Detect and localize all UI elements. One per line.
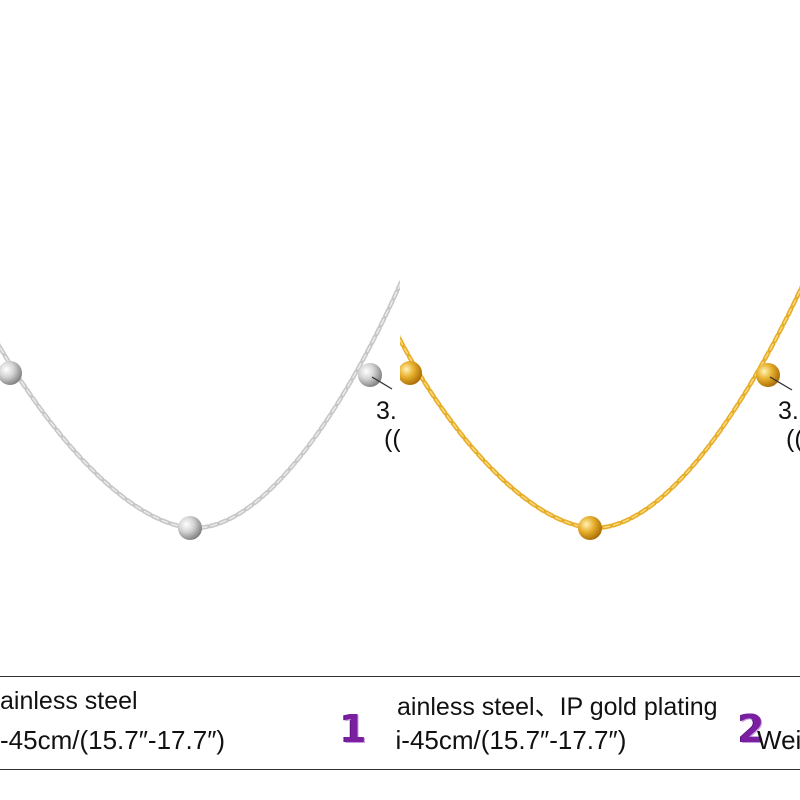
bead-dimension-sub: ((	[786, 426, 800, 452]
material-text: ainless steel	[0, 687, 138, 715]
length-text-overflow: Wei	[757, 725, 800, 755]
gold-bead-right	[756, 363, 780, 387]
option-number-badge: 1	[340, 707, 367, 751]
bead-dimension-sub: ((	[384, 426, 400, 452]
bead-dimension-label: 3.	[778, 398, 799, 424]
gold-bead-center	[578, 516, 602, 540]
material-text: ainless steel、IP gold plating	[397, 693, 718, 721]
spec-cell-2: ainless steel、IP gold plating Wei-45cm/(…	[395, 677, 800, 771]
spec-table: ainless steel -45cm/(15.7″-17.7″) 1 ainl…	[0, 676, 800, 770]
silver-bead-left	[0, 361, 22, 385]
bead-dimension-pointer	[371, 376, 393, 390]
gold-bead-left	[400, 361, 422, 385]
gold-necklace-image	[400, 285, 800, 540]
length-text: Wei-45cm/(15.7″-17.7″)	[395, 725, 627, 755]
bead-dimension-pointer	[769, 376, 793, 391]
silver-bead-center	[178, 516, 202, 540]
spec-cell-1: ainless steel -45cm/(15.7″-17.7″) 1	[0, 677, 395, 771]
length-text: -45cm/(15.7″-17.7″)	[0, 725, 226, 755]
silver-chain	[0, 278, 400, 531]
option-number-badge: 2	[738, 707, 765, 751]
silver-bead-right	[358, 363, 382, 387]
gold-chain	[400, 285, 800, 531]
bead-dimension-label: 3.	[376, 398, 397, 424]
silver-necklace-image	[0, 278, 400, 540]
